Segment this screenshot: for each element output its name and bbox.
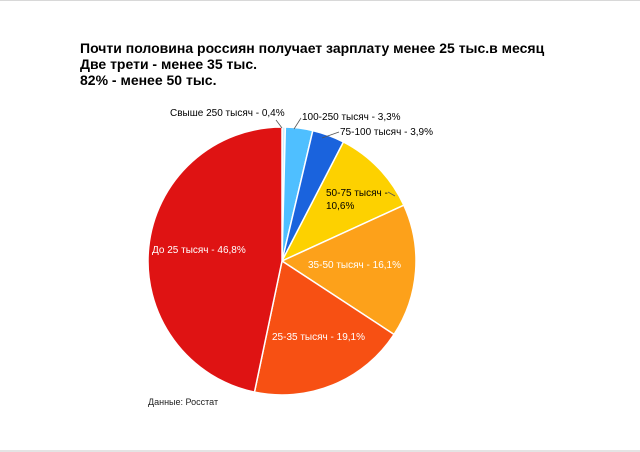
leader-line-2 <box>321 131 340 139</box>
slice-label-6: До 25 тысяч - 46,8% <box>152 245 246 256</box>
leader-line-3 <box>387 191 396 197</box>
title-line-1: Почти половина россиян получает зарплату… <box>80 40 545 56</box>
title-line-2: Две трети - менее 35 тыс. <box>80 56 257 72</box>
slice-label-3: 50-75 тысяч -10,6% <box>326 188 388 212</box>
slice-label-2: 75-100 тысяч - 3,9% <box>340 127 433 138</box>
slice-label-1: 100-250 тысяч - 3,3% <box>302 112 401 123</box>
leader-line-0 <box>275 119 283 129</box>
slice-label-5: 25-35 тысяч - 19,1% <box>272 332 365 343</box>
source-note: Данные: Росстат <box>148 397 219 407</box>
slice-label-0: Свыше 250 тысяч - 0,4% <box>170 108 285 119</box>
leader-line-1 <box>293 117 302 130</box>
pie-slice-3 <box>280 140 405 263</box>
title-line-3: 82% - менее 50 тыс. <box>80 72 217 88</box>
pie-slice-5 <box>253 259 396 396</box>
chart-title: Почти половина россиян получает зарплату… <box>80 40 544 88</box>
slice-label-4: 35-50 тысяч - 16,1% <box>308 260 401 271</box>
pie-slice-4 <box>280 204 417 336</box>
pie-slice-6 <box>147 126 283 394</box>
